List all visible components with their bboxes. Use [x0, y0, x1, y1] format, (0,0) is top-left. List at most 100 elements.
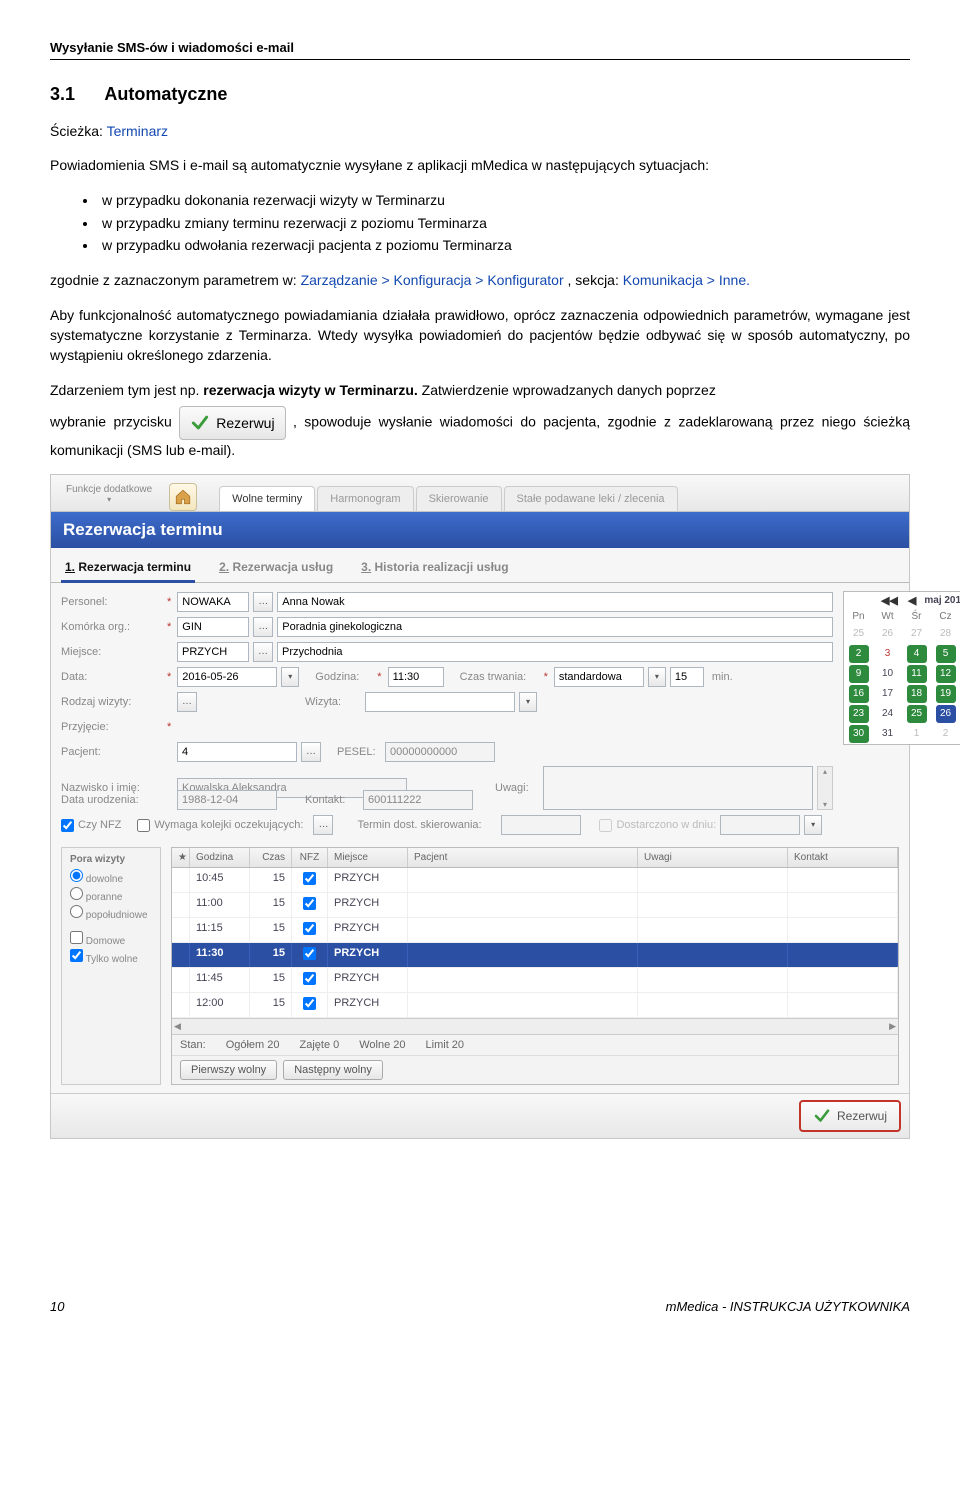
uwagi-scrollbar[interactable]: ▴▾: [817, 766, 833, 810]
slots-header: ★ Godzina Czas NFZ Miejsce Pacjent Uwagi…: [172, 848, 898, 868]
lookup-button[interactable]: …: [313, 815, 333, 835]
calendar-grid: PnWtŚrCzPtSoN 25262728293012345678910111…: [844, 609, 960, 744]
date-picker-button[interactable]: ▾: [281, 667, 299, 687]
col-miejsce[interactable]: Miejsce: [328, 848, 408, 867]
calendar-day[interactable]: 24: [873, 704, 902, 724]
kolejka-checkbox[interactable]: [137, 819, 150, 832]
calendar-day[interactable]: 27: [902, 624, 931, 644]
funkcje-button[interactable]: Funkcje dodatkowe ▾: [57, 479, 161, 511]
lookup-button[interactable]: …: [253, 642, 273, 662]
radio-dowolne[interactable]: dowolne: [70, 869, 152, 885]
tab-stale-leki[interactable]: Stałe podawane leki / zlecenia: [504, 486, 678, 511]
slot-row[interactable]: 12:0015PRZYCH: [172, 993, 898, 1018]
slot-row[interactable]: 11:3015PRZYCH: [172, 943, 898, 968]
calendar-day[interactable]: 2: [844, 644, 873, 664]
slot-row[interactable]: 11:4515PRZYCH: [172, 968, 898, 993]
calendar-day[interactable]: 1: [902, 724, 931, 744]
czas-select[interactable]: [554, 667, 644, 687]
pierwszy-wolny-button[interactable]: Pierwszy wolny: [180, 1060, 277, 1080]
calendar-day[interactable]: 3: [873, 644, 902, 664]
calendar-day[interactable]: 4: [902, 644, 931, 664]
slots-scrollbar[interactable]: ◀▶: [172, 1018, 898, 1034]
calendar-day[interactable]: 25: [902, 704, 931, 724]
czas-min-input[interactable]: [670, 667, 704, 687]
rezerwuj-button[interactable]: Rezerwuj: [799, 1100, 901, 1132]
calendar-day[interactable]: 19: [931, 684, 960, 704]
calendar[interactable]: ◀◀ ◀ maj 2016 ▶ ▶▶ PnWtŚrCzPtSoN 2526272…: [843, 591, 960, 745]
slot-row[interactable]: 11:0015PRZYCH: [172, 893, 898, 918]
godzina-input[interactable]: [388, 667, 444, 687]
calendar-day[interactable]: 31: [873, 724, 902, 744]
calendar-day[interactable]: 30: [844, 724, 873, 744]
cal-prev-year[interactable]: ◀◀: [879, 594, 900, 607]
col-kontakt[interactable]: Kontakt: [788, 848, 898, 867]
calendar-panel: ◀◀ ◀ maj 2016 ▶ ▶▶ PnWtŚrCzPtSoN 2526272…: [843, 591, 960, 839]
col-czas[interactable]: Czas: [250, 848, 292, 867]
slot-row[interactable]: 11:1515PRZYCH: [172, 918, 898, 943]
calendar-day[interactable]: 9: [844, 664, 873, 684]
col-star[interactable]: ★: [172, 848, 190, 867]
calendar-day[interactable]: 5: [931, 644, 960, 664]
wizyta-select[interactable]: [365, 692, 515, 712]
calendar-day[interactable]: 16: [844, 684, 873, 704]
czy-nfz-checkbox[interactable]: [61, 819, 74, 832]
subtab-2[interactable]: 2. Rezerwacja usług: [215, 554, 337, 582]
required-star: *: [167, 721, 171, 733]
komorka-name-input[interactable]: [277, 617, 833, 637]
radio-popoludniowe[interactable]: popołudniowe: [70, 905, 152, 921]
col-nfz[interactable]: NFZ: [292, 848, 328, 867]
termin-dost-input: [501, 815, 581, 835]
home-button[interactable]: [169, 483, 197, 511]
personel-code-input[interactable]: [177, 592, 249, 612]
calendar-day[interactable]: 2: [931, 724, 960, 744]
miejsce-name-input[interactable]: [277, 642, 833, 662]
calendar-day[interactable]: 25: [844, 624, 873, 644]
calendar-day[interactable]: 26: [873, 624, 902, 644]
lookup-button[interactable]: …: [177, 692, 197, 712]
calendar-day[interactable]: 23: [844, 704, 873, 724]
col-pacjent[interactable]: Pacjent: [408, 848, 638, 867]
subtab-1[interactable]: 1. Rezerwacja terminu: [61, 554, 195, 582]
pacjent-input[interactable]: [177, 742, 297, 762]
label-uwagi: Uwagi:: [495, 782, 539, 794]
radio-poranne[interactable]: poranne: [70, 887, 152, 903]
calendar-day[interactable]: 17: [873, 684, 902, 704]
nastepny-wolny-button[interactable]: Następny wolny: [283, 1060, 383, 1080]
label-miejsce: Miejsce:: [61, 646, 161, 658]
subtab-2-label: Rezerwacja usług: [232, 560, 333, 574]
lookup-button[interactable]: …: [253, 617, 273, 637]
para4b: rezerwacja wizyty w Terminarzu.: [203, 382, 418, 398]
data-input[interactable]: [177, 667, 277, 687]
lookup-button[interactable]: …: [253, 592, 273, 612]
czas-dropdown[interactable]: ▾: [648, 667, 666, 687]
col-uwagi[interactable]: Uwagi: [638, 848, 788, 867]
tab-skierowanie[interactable]: Skierowanie: [416, 486, 502, 511]
label-czas: Czas trwania:: [460, 671, 538, 683]
miejsce-code-input[interactable]: [177, 642, 249, 662]
subtab-3[interactable]: 3. Historia realizacji usług: [357, 554, 512, 582]
wizyta-dropdown[interactable]: ▾: [519, 692, 537, 712]
calendar-day[interactable]: 18: [902, 684, 931, 704]
slot-row[interactable]: 10:4515PRZYCH: [172, 868, 898, 893]
calendar-day[interactable]: 11: [902, 664, 931, 684]
chk-domowe[interactable]: Domowe: [70, 931, 152, 947]
tab-harmonogram[interactable]: Harmonogram: [317, 486, 413, 511]
chk-tylko-wolne[interactable]: Tylko wolne: [70, 949, 152, 965]
rezerwuj-inline-button: Rezerwuj: [179, 406, 285, 440]
tab-wolne-terminy[interactable]: Wolne terminy: [219, 486, 315, 511]
calendar-day[interactable]: 26: [931, 704, 960, 724]
label-komorka: Komórka org.:: [61, 621, 161, 633]
path-line: Ścieżka: Terminarz: [50, 123, 910, 139]
uwagi-textarea[interactable]: [543, 766, 813, 810]
label-min: min.: [712, 671, 733, 683]
calendar-day[interactable]: 10: [873, 664, 902, 684]
lookup-button[interactable]: …: [301, 742, 321, 762]
komorka-code-input[interactable]: [177, 617, 249, 637]
calendar-day[interactable]: 28: [931, 624, 960, 644]
cal-prev-month[interactable]: ◀: [906, 594, 918, 607]
col-godzina[interactable]: Godzina: [190, 848, 250, 867]
label-dost-w: Dostarczono w dniu:: [616, 819, 716, 831]
personel-name-input[interactable]: [277, 592, 833, 612]
calendar-day[interactable]: 12: [931, 664, 960, 684]
chk-domowe-label: Domowe: [86, 936, 125, 947]
